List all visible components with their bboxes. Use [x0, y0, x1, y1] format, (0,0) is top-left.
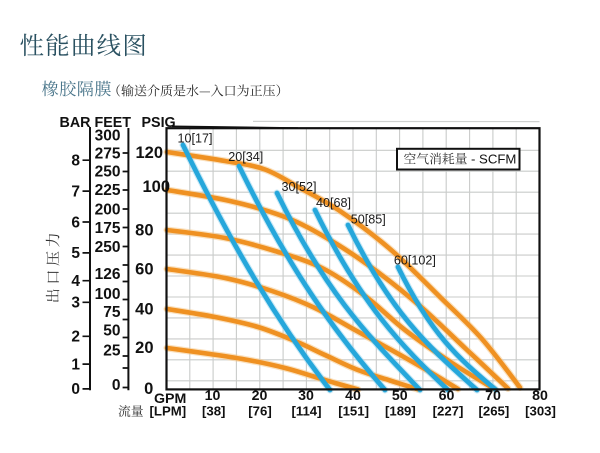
svg-text:30: 30 — [298, 388, 314, 404]
svg-text:1: 1 — [71, 356, 80, 373]
svg-text:2: 2 — [71, 329, 80, 346]
svg-text:250: 250 — [95, 239, 121, 256]
svg-text:40: 40 — [135, 301, 153, 319]
svg-text:3: 3 — [71, 295, 80, 312]
svg-text:[151]: [151] — [338, 404, 369, 419]
svg-text:25: 25 — [103, 342, 121, 359]
svg-text:[LPM]: [LPM] — [150, 404, 187, 419]
svg-text:175: 175 — [95, 220, 121, 237]
svg-text:[114]: [114] — [291, 404, 321, 419]
svg-text:70: 70 — [485, 388, 501, 404]
svg-text:60: 60 — [439, 388, 455, 404]
svg-text:100: 100 — [95, 286, 121, 303]
svg-text:200: 200 — [95, 201, 121, 218]
svg-text:80: 80 — [135, 222, 153, 240]
svg-text:50: 50 — [103, 322, 120, 339]
svg-text:- SCFM: - SCFM — [471, 152, 516, 167]
svg-text:8: 8 — [71, 153, 80, 170]
svg-text:60: 60 — [135, 260, 153, 278]
svg-text:[227]: [227] — [433, 404, 464, 419]
svg-text:20: 20 — [135, 339, 153, 357]
svg-text:[76]: [76] — [248, 404, 271, 419]
svg-text:126: 126 — [95, 266, 121, 283]
svg-text:60[102]: 60[102] — [394, 254, 436, 268]
svg-text:30[52]: 30[52] — [282, 180, 317, 194]
svg-text:FEET: FEET — [95, 115, 132, 131]
svg-text:10: 10 — [205, 388, 221, 404]
svg-text:300: 300 — [95, 128, 121, 145]
svg-text:PSIG: PSIG — [142, 115, 176, 131]
svg-text:75: 75 — [103, 304, 121, 321]
svg-text:0: 0 — [112, 377, 121, 394]
svg-text:40[68]: 40[68] — [316, 196, 351, 210]
svg-text:[303]: [303] — [525, 404, 556, 419]
svg-text:250: 250 — [95, 164, 121, 181]
svg-text:[265]: [265] — [479, 404, 510, 419]
svg-text:BAR: BAR — [60, 115, 92, 131]
svg-text:40: 40 — [345, 388, 361, 404]
svg-text:50[85]: 50[85] — [351, 212, 386, 226]
svg-text:5: 5 — [71, 245, 80, 262]
svg-text:120: 120 — [135, 144, 163, 162]
svg-text:7: 7 — [71, 183, 80, 200]
svg-text:100: 100 — [142, 178, 170, 196]
svg-text:50: 50 — [392, 388, 408, 404]
svg-text:0: 0 — [71, 381, 80, 398]
svg-text:0: 0 — [144, 380, 153, 398]
svg-text:4: 4 — [71, 273, 80, 290]
svg-text:[189]: [189] — [385, 404, 416, 419]
svg-text:275: 275 — [95, 145, 121, 162]
svg-text:GPM: GPM — [154, 391, 186, 407]
svg-text:225: 225 — [95, 182, 121, 199]
svg-text:10[17]: 10[17] — [178, 131, 213, 145]
svg-text:20[34]: 20[34] — [228, 150, 263, 164]
svg-text:6: 6 — [71, 214, 80, 231]
svg-text:20: 20 — [252, 388, 268, 404]
svg-text:[38]: [38] — [202, 404, 225, 419]
svg-text:80: 80 — [532, 388, 548, 404]
